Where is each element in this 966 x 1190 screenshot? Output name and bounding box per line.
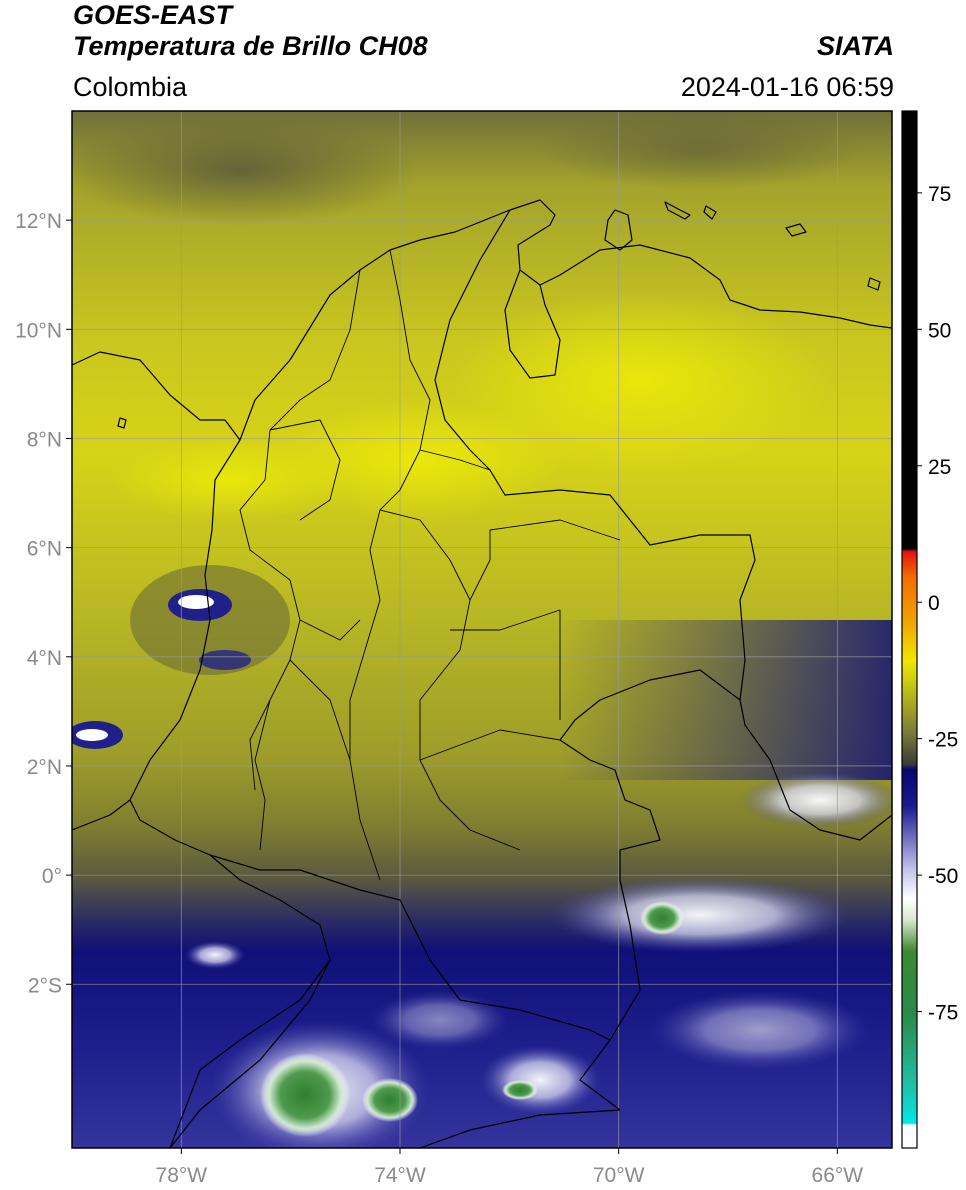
colorbar-ramp <box>902 111 917 1148</box>
lon-tick-label: 78°W <box>156 1164 208 1187</box>
longitude-ticks: 78°W 74°W 70°W 66°W <box>156 1148 864 1187</box>
island-small <box>117 417 127 429</box>
colorbar: 75 50 25 0 -25 -50 -75 <box>901 110 958 1149</box>
lon-tick-label: 66°W <box>812 1164 864 1187</box>
pacific-coastline <box>129 439 331 1148</box>
product-title: Temperatura de Brillo CH08 <box>73 31 428 61</box>
island-aruba <box>703 205 717 220</box>
maracaibo-lake <box>504 269 561 379</box>
lat-tick-label: 12°N <box>15 210 62 233</box>
island-curacao <box>664 201 691 220</box>
colorbar-tick-label: -75 <box>928 1002 958 1025</box>
brightness-temperature-field <box>72 111 892 1148</box>
colombia-peru-ecuador-border <box>209 854 611 1041</box>
colorbar-tick-label: -25 <box>928 729 958 752</box>
coastlines-and-borders <box>72 199 892 1148</box>
lat-tick-label: 6°N <box>27 538 62 561</box>
organization-label: SIATA <box>817 31 894 61</box>
lat-tick-label: 2°N <box>27 756 62 779</box>
department-borders <box>239 249 621 881</box>
latitude-ticks: 12°N 10°N 8°N 6°N 4°N 2°N 0° 2°S <box>15 210 72 997</box>
lat-tick-label: 8°N <box>27 428 62 451</box>
colorbar-tick-label: 0 <box>928 592 940 615</box>
lon-tick-label: 70°W <box>593 1164 645 1187</box>
colorbar-ticks: 75 50 25 0 -25 -50 -75 <box>917 183 958 1025</box>
ecuador-peru-line <box>169 959 331 1148</box>
island-trinidad <box>867 277 881 291</box>
caribbean-coastline <box>72 199 892 441</box>
lat-tick-label: 0° <box>42 865 62 888</box>
graticule <box>72 111 892 1148</box>
colorbar-tick-label: 25 <box>928 456 951 479</box>
lat-tick-label: 2°S <box>28 974 62 997</box>
datetime-label: 2024-01-16 06:59 <box>680 72 894 102</box>
map-frame <box>71 110 893 1149</box>
paraguana-peninsula <box>604 209 633 251</box>
lon-tick-label: 74°W <box>374 1164 426 1187</box>
region-label: Colombia <box>73 72 188 102</box>
colorbar-tick-label: -50 <box>928 865 958 888</box>
colorbar-tick-label: 75 <box>928 183 951 206</box>
colombia-venezuela-border <box>434 209 892 841</box>
island-margarita <box>785 223 807 237</box>
colorbar-frame <box>901 110 918 1149</box>
brazil-line <box>419 1109 621 1148</box>
lat-tick-label: 4°N <box>27 647 62 670</box>
lat-tick-label: 10°N <box>15 319 62 342</box>
colorbar-tick-label: 50 <box>928 319 951 342</box>
south-border-line <box>72 799 131 831</box>
colombia-brazil-border <box>559 669 741 1111</box>
satellite-title: GOES-EAST <box>73 0 233 30</box>
